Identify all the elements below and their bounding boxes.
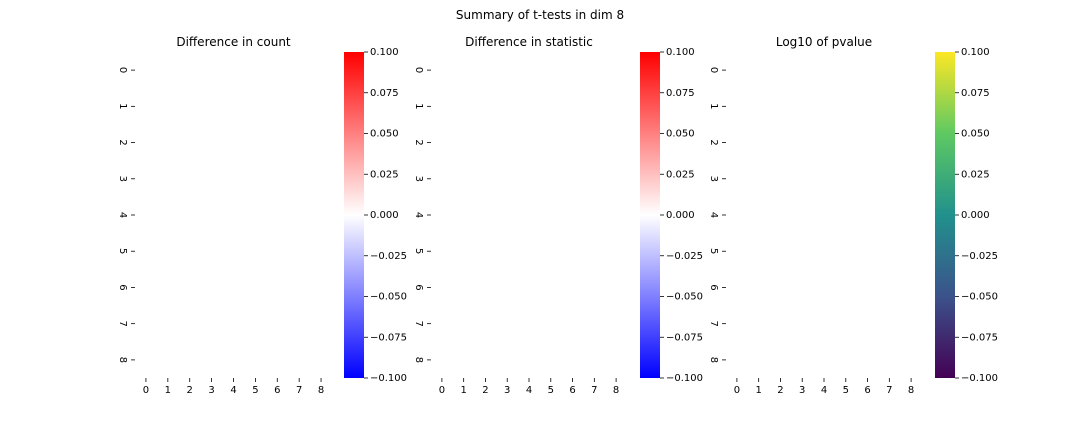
colorbar-tick-label: 0.025: [666, 169, 695, 180]
colorbar-tick-label: −0.025: [370, 251, 407, 262]
x-tick-label: 8: [613, 385, 619, 396]
y-tick-label: 7: [117, 320, 128, 326]
x-tick-label: 8: [908, 385, 914, 396]
y-tick-label: 4: [117, 212, 128, 218]
colorbar: [935, 52, 955, 378]
heatmap-area: [135, 52, 332, 378]
y-tick-label: 3: [708, 176, 719, 182]
y-tick-label: 0: [413, 67, 424, 73]
x-tick-label: 0: [439, 385, 445, 396]
y-tick-label: 7: [413, 320, 424, 326]
heatmap-area: [726, 52, 922, 378]
colorbar-tick-label: 0.075: [370, 88, 399, 99]
colorbar-tick-label: −0.075: [666, 332, 703, 343]
x-tick-label: 6: [569, 385, 575, 396]
figure-title: Summary of t-tests in dim 8: [455, 8, 625, 22]
colorbar-tick-label: 0.025: [370, 169, 399, 180]
colorbar-tick-label: −0.025: [666, 251, 703, 262]
x-tick-label: 5: [843, 385, 849, 396]
x-tick-label: 7: [886, 385, 892, 396]
y-tick-label: 3: [413, 176, 424, 182]
y-tick-label: 1: [117, 103, 128, 109]
y-tick-label: 1: [413, 103, 424, 109]
colorbar-tick-label: 0.100: [666, 47, 695, 58]
heatmap-panel-3: Log10 of pvalue 0 1 2 3 4 5 6 7 8 0 1 2 3 4 5 6 7 8 0.100 0.…: [708, 35, 998, 396]
y-tick-label: 1: [708, 103, 719, 109]
y-tick-label: 4: [413, 212, 424, 218]
colorbar-tick-label: −0.075: [961, 332, 998, 343]
y-tick-label: 4: [708, 212, 719, 218]
panel-title: Log10 of pvalue: [776, 35, 872, 49]
x-tick-label: 8: [318, 385, 324, 396]
x-tick-label: 1: [460, 385, 466, 396]
y-tick-label: 6: [413, 284, 424, 290]
colorbar-tick-label: 0.075: [961, 88, 990, 99]
colorbar-tick-label: 0.000: [666, 210, 695, 221]
y-tick-label: 5: [413, 248, 424, 254]
x-tick-label: 0: [734, 385, 740, 396]
x-tick-label: 2: [777, 385, 783, 396]
x-tick-label: 1: [165, 385, 171, 396]
colorbar-tick-label: −0.050: [370, 292, 407, 303]
colorbar-tick-label: −0.050: [961, 292, 998, 303]
colorbar-tick-label: 0.050: [370, 129, 399, 140]
y-tick-label: 2: [708, 139, 719, 145]
y-tick-label: 8: [117, 357, 128, 363]
y-tick-label: 6: [708, 284, 719, 290]
heatmap-panel-2: Difference in statistic 0 1 2 3 4 5 6 7 8 0 1 2 3 4 5 6 7…: [413, 35, 703, 396]
y-tick-label: 0: [708, 67, 719, 73]
x-tick-label: 6: [864, 385, 870, 396]
x-tick-label: 2: [187, 385, 193, 396]
colorbar-tick-label: 0.050: [961, 129, 990, 140]
colorbar-tick-label: −0.075: [370, 332, 407, 343]
x-tick-label: 6: [274, 385, 280, 396]
heatmap-panel-1: Difference in count 0 1 2 3 4 5 6 7 8 0 1 2 3 4 5 6 7 8 0.1…: [117, 35, 407, 396]
colorbar-tick-label: −0.050: [666, 292, 703, 303]
y-tick-label: 8: [708, 357, 719, 363]
y-tick-label: 5: [117, 248, 128, 254]
x-tick-label: 4: [230, 385, 236, 396]
colorbar: [344, 52, 364, 378]
x-tick-label: 7: [296, 385, 302, 396]
colorbar-tick-label: 0.000: [961, 210, 990, 221]
x-tick-label: 2: [482, 385, 488, 396]
y-tick-label: 5: [708, 248, 719, 254]
x-tick-label: 7: [591, 385, 597, 396]
colorbar-tick-label: 0.000: [370, 210, 399, 221]
x-tick-label: 1: [755, 385, 761, 396]
colorbar-tick-label: 0.025: [961, 169, 990, 180]
x-tick-label: 5: [548, 385, 554, 396]
colorbar: [640, 52, 660, 378]
panel-title: Difference in statistic: [465, 35, 593, 49]
y-tick-label: 8: [413, 357, 424, 363]
panel-title: Difference in count: [176, 35, 291, 49]
heatmap-area: [431, 52, 627, 378]
x-tick-label: 3: [799, 385, 805, 396]
x-tick-label: 3: [208, 385, 214, 396]
colorbar-tick-label: −0.025: [961, 251, 998, 262]
colorbar-tick-label: −0.100: [961, 373, 998, 384]
x-tick-label: 4: [821, 385, 827, 396]
y-tick-label: 2: [413, 139, 424, 145]
y-tick-label: 7: [708, 320, 719, 326]
x-tick-label: 0: [143, 385, 149, 396]
colorbar-tick-label: 0.100: [961, 47, 990, 58]
colorbar-tick-label: −0.100: [370, 373, 407, 384]
colorbar-tick-label: 0.075: [666, 88, 695, 99]
y-tick-label: 6: [117, 284, 128, 290]
x-tick-label: 3: [504, 385, 510, 396]
y-tick-label: 3: [117, 176, 128, 182]
x-tick-label: 5: [252, 385, 258, 396]
colorbar-tick-label: 0.050: [666, 129, 695, 140]
colorbar-tick-label: −0.100: [666, 373, 703, 384]
x-tick-label: 4: [526, 385, 532, 396]
y-tick-label: 2: [117, 139, 128, 145]
colorbar-tick-label: 0.100: [370, 47, 399, 58]
y-tick-label: 0: [117, 67, 128, 73]
